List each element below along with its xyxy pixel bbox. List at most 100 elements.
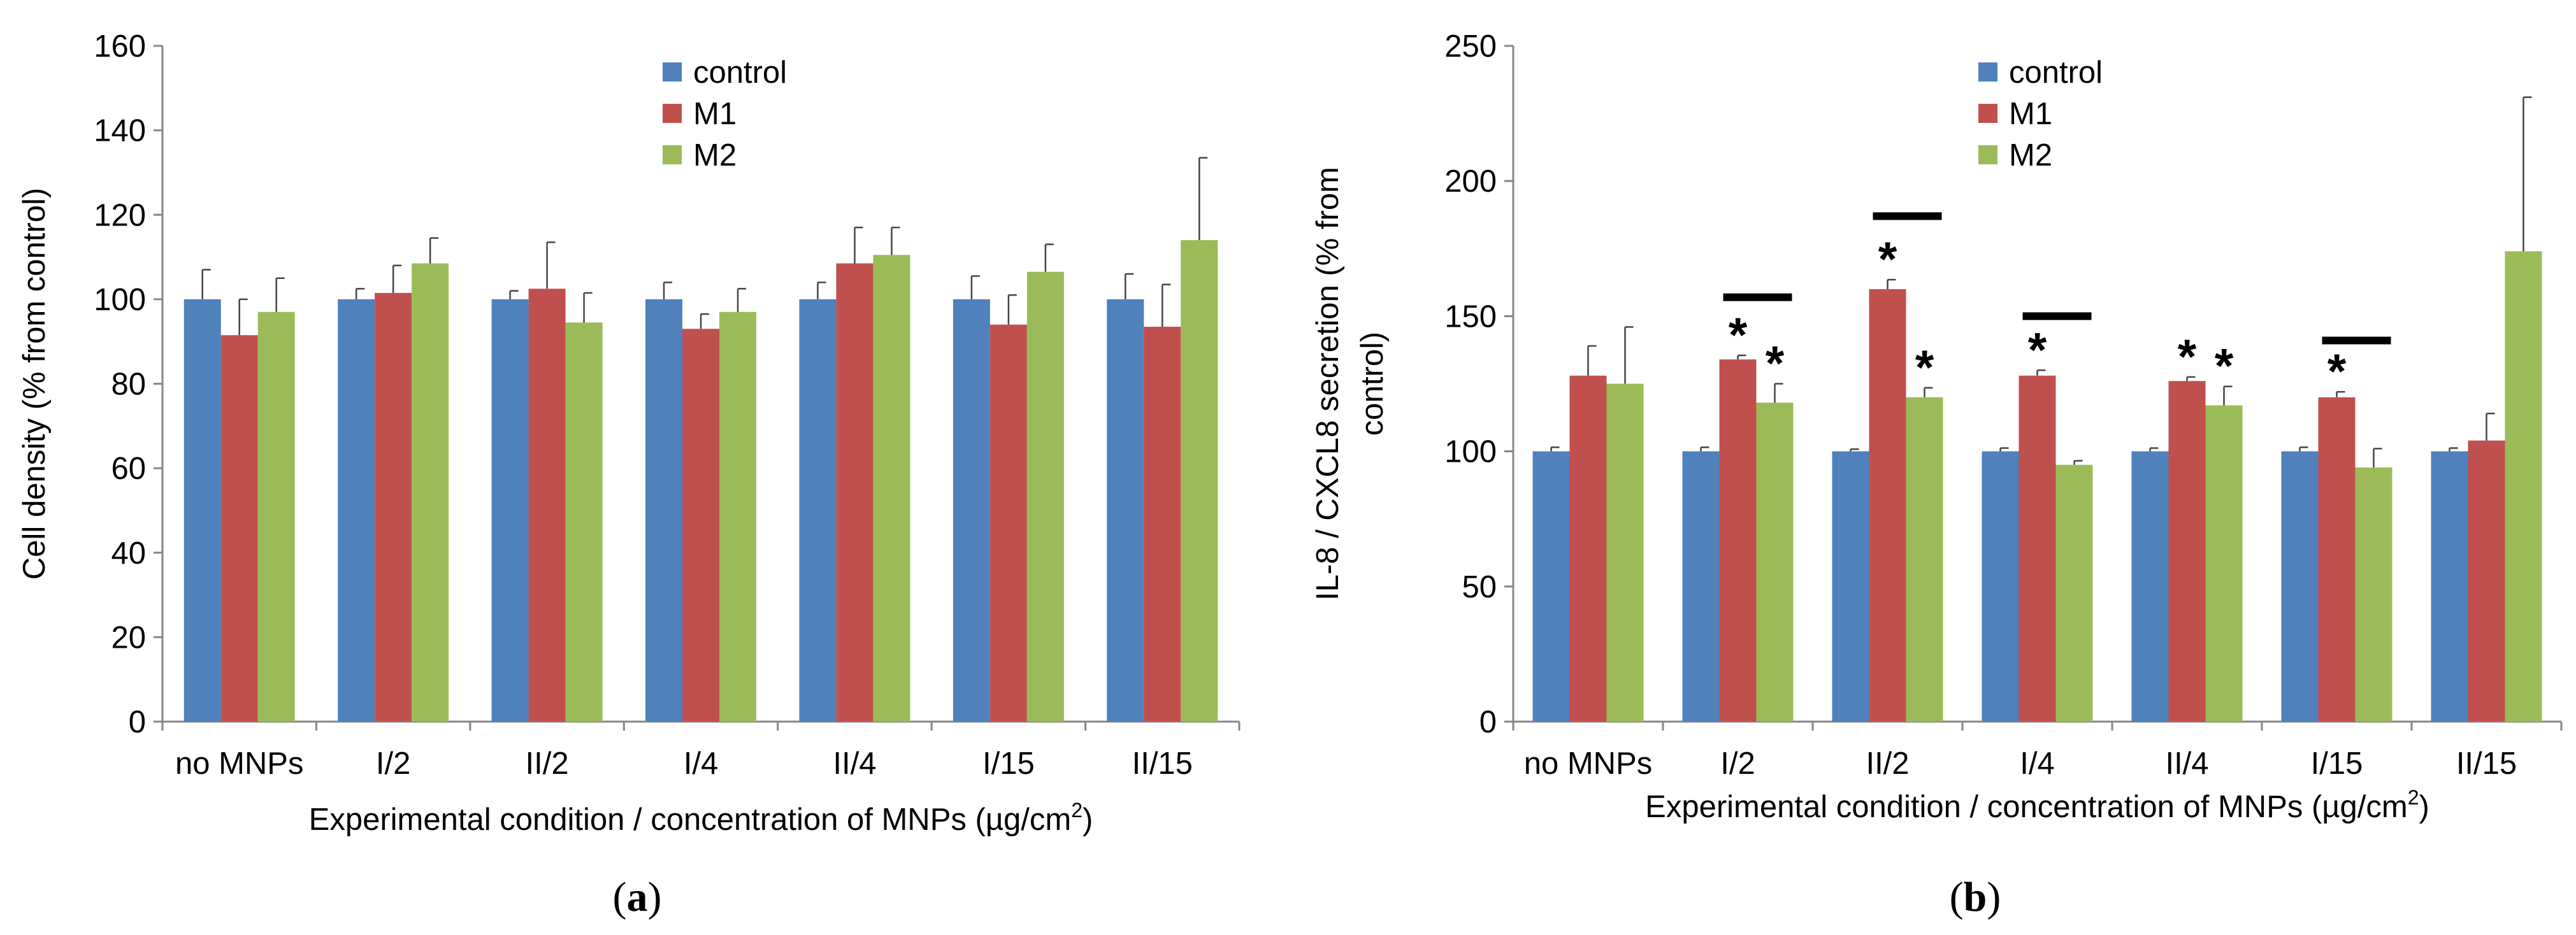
- y-tick-label: 150: [1444, 299, 1497, 334]
- x-tick-label: I/4: [684, 746, 718, 781]
- y-tick-label: 140: [94, 114, 146, 148]
- x-axis-label-text: Experimental condition / concentration o…: [1645, 790, 2408, 824]
- y-tick-label: 0: [129, 705, 146, 739]
- panel-label-letter: a: [627, 874, 648, 920]
- bar-m1-4: [836, 263, 874, 722]
- bar-m1-5: [2318, 397, 2356, 722]
- panel-label-open: (: [1950, 874, 1964, 920]
- significance-bar: [1723, 293, 1792, 301]
- bar-m1-0: [1569, 375, 1607, 722]
- legend-label: M1: [2009, 97, 2052, 131]
- bar-control-4: [2131, 451, 2169, 722]
- bar-control-2: [491, 299, 529, 722]
- x-axis-label-text: Experimental condition / concentration o…: [309, 803, 1072, 837]
- bar-m2-6: [2505, 251, 2542, 722]
- legend-label: M1: [693, 97, 737, 131]
- bar-m1-0: [220, 335, 258, 722]
- significance-asterisk: *: [2328, 345, 2347, 399]
- x-tick-label: I/15: [982, 746, 1035, 781]
- bar-m1-1: [1719, 359, 1757, 722]
- panel-label: (a): [613, 874, 662, 920]
- bar-control-5: [953, 299, 990, 722]
- legend-label: control: [693, 55, 787, 90]
- x-axis-label-superscript: 2: [2408, 786, 2419, 809]
- significance-asterisk: *: [1766, 337, 1785, 391]
- x-tick-label: no MNPs: [1524, 746, 1653, 781]
- y-tick-label: 0: [1479, 705, 1497, 739]
- y-tick-label: 20: [111, 620, 146, 655]
- y-axis-label: Cell density (% from control): [17, 188, 52, 580]
- bar-m2-1: [1756, 403, 1794, 722]
- bar-m1-5: [989, 324, 1027, 722]
- x-tick-label: I/2: [1720, 746, 1755, 781]
- significance-asterisk: *: [2178, 330, 2197, 384]
- bar-m1-6: [2468, 440, 2505, 722]
- legend-label: M2: [2009, 138, 2052, 173]
- legend-swatch-control: [1978, 62, 1997, 82]
- bar-m2-3: [2055, 464, 2093, 722]
- panel-label-close: ): [1987, 874, 2001, 920]
- y-tick-label: 40: [111, 536, 146, 571]
- x-axis-label: Experimental condition / concentration o…: [309, 799, 1093, 837]
- x-tick-label: no MNPs: [175, 746, 304, 781]
- y-tick-label: 120: [94, 198, 146, 232]
- legend-swatch-m2: [663, 145, 682, 164]
- x-axis-label-close: ): [1083, 803, 1093, 837]
- bar-m2-0: [1606, 383, 1644, 722]
- bar-m2-4: [2205, 405, 2243, 722]
- x-axis-label-superscript: 2: [1071, 799, 1083, 822]
- y-axis-label: IL-8 / CXCL8 secretion (% from control): [1311, 167, 1390, 601]
- legend-swatch-m1: [663, 104, 682, 123]
- significance-asterisk: *: [1878, 232, 1897, 287]
- y-tick-label: 60: [111, 452, 146, 486]
- bar-control-6: [1107, 299, 1144, 722]
- legend-label: M2: [693, 138, 737, 173]
- y-axis-label-line: Cell density (% from control): [17, 188, 52, 580]
- x-tick-label: I/2: [376, 746, 410, 781]
- x-tick-label: II/4: [833, 746, 876, 781]
- bar-control-1: [1682, 451, 1720, 722]
- panel-label-letter: b: [1964, 874, 1987, 920]
- significance-bar: [1873, 212, 1942, 220]
- y-tick-label: 100: [1444, 435, 1497, 469]
- y-axis-label-line: control): [1355, 332, 1390, 436]
- bar-control-0: [1532, 451, 1570, 722]
- bar-m2-1: [412, 263, 449, 722]
- bar-m2-5: [1026, 271, 1064, 722]
- x-tick-label: II/4: [2165, 746, 2208, 781]
- bar-control-0: [183, 299, 221, 722]
- panel-label-open: (: [613, 874, 627, 920]
- bar-control-1: [338, 299, 375, 722]
- bar-control-3: [645, 299, 682, 722]
- bar-m1-2: [528, 289, 566, 722]
- x-tick-label: II/2: [1866, 746, 1909, 781]
- significance-asterisk: *: [1915, 341, 1934, 395]
- significance-asterisk: *: [2215, 339, 2234, 394]
- bar-m2-3: [719, 311, 756, 722]
- bar-m1-4: [2168, 381, 2206, 722]
- y-tick-label: 250: [1444, 29, 1497, 64]
- x-tick-label: II/2: [526, 746, 569, 781]
- bar-m2-5: [2355, 468, 2393, 722]
- x-tick-label: I/15: [2311, 746, 2363, 781]
- bar-m1-2: [1869, 289, 1906, 722]
- chart-panel-b: 0 50 100 150 200 250 no MNPs I/2 II/2 I/4 II/4 I/15…: [1311, 29, 2563, 920]
- y-tick-label: 100: [94, 283, 146, 317]
- bar-control-2: [1832, 451, 1869, 722]
- panel-label-close: ): [648, 874, 662, 920]
- x-tick-label: II/15: [2456, 746, 2517, 781]
- bar-m1-3: [2018, 375, 2056, 722]
- bar-control-6: [2431, 451, 2468, 722]
- bar-m1-1: [375, 292, 412, 722]
- bar-m2-2: [565, 322, 603, 722]
- bar-control-5: [2281, 451, 2319, 722]
- significance-asterisk: *: [1729, 308, 1748, 362]
- y-tick-label: 50: [1462, 570, 1497, 604]
- y-tick-label: 80: [111, 368, 146, 402]
- bar-m1-3: [682, 329, 719, 722]
- bar-control-4: [799, 299, 837, 722]
- chart-panel-a: 0 20 40 60 80 100 120 140 160 no MNPs I/2 II/2 I/4 II…: [17, 29, 1241, 920]
- legend-swatch-m2: [1978, 145, 1997, 164]
- x-axis-label-close: ): [2419, 790, 2429, 824]
